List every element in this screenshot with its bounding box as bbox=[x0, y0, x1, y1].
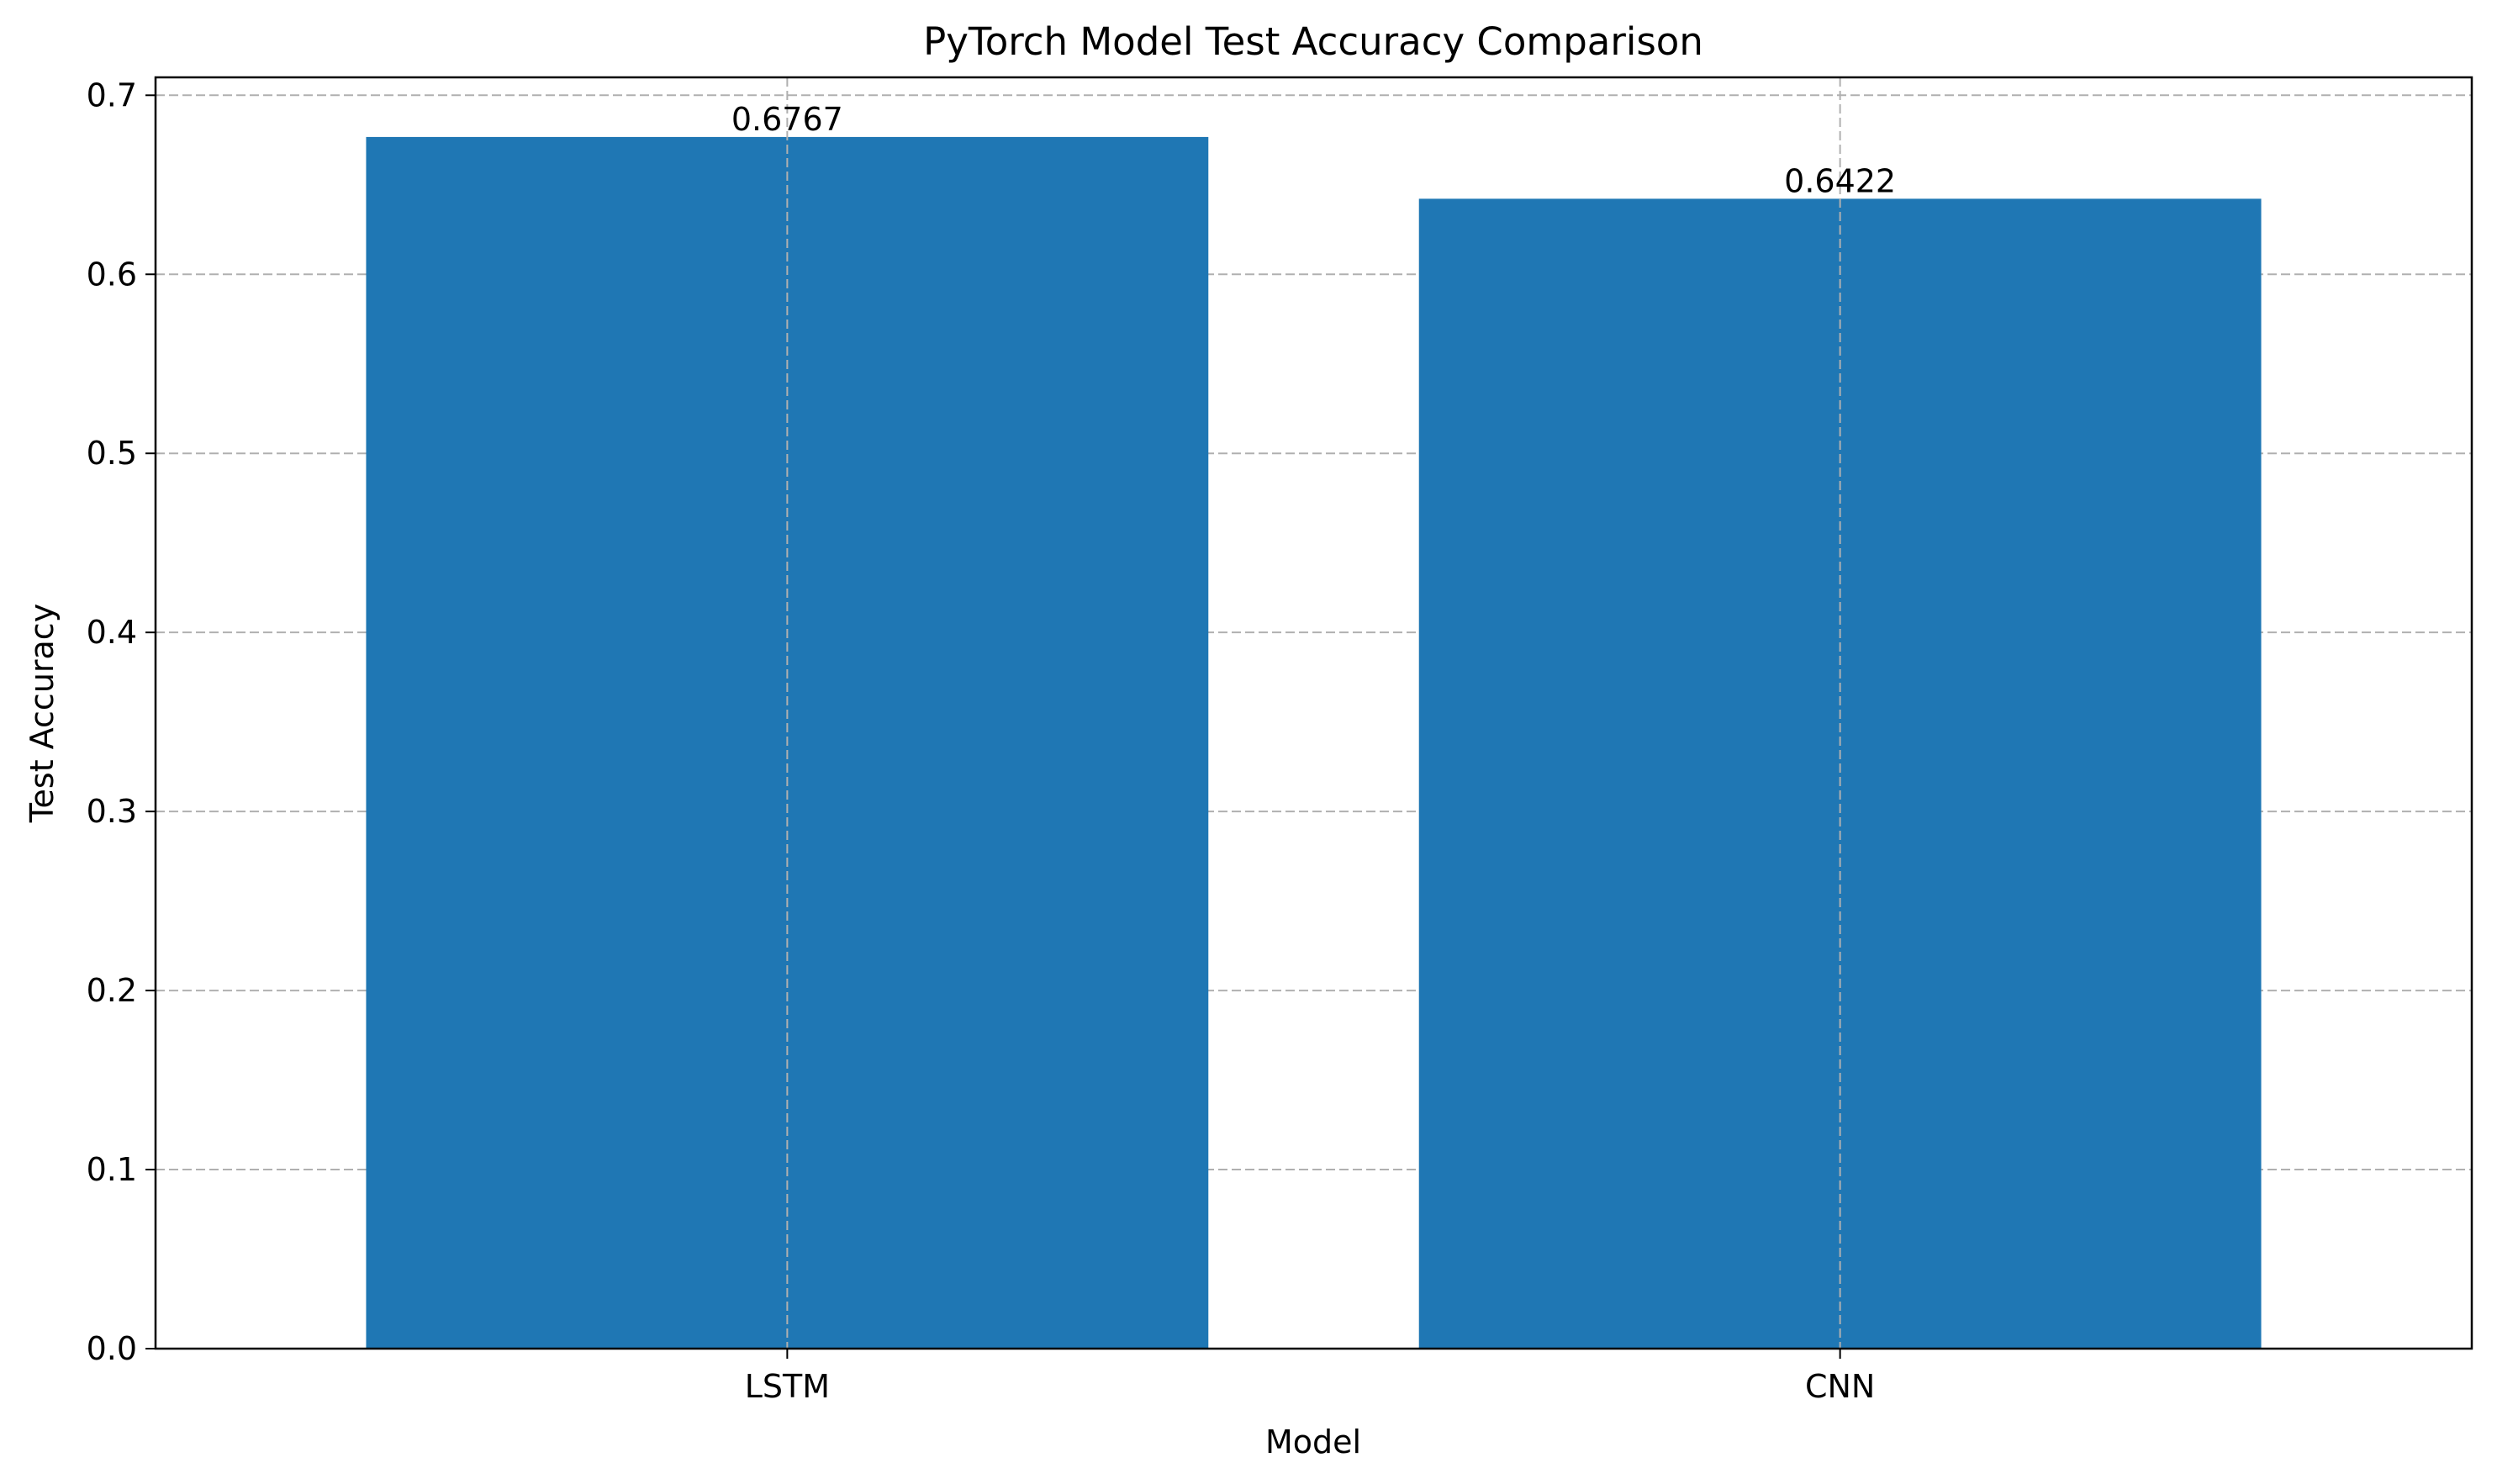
y-tick-label: 0.7 bbox=[87, 77, 137, 114]
y-tick-label: 0.4 bbox=[87, 614, 137, 651]
chart-title: PyTorch Model Test Accuracy Comparison bbox=[923, 19, 1703, 64]
x-grid bbox=[786, 77, 1841, 1349]
bar-value-label: 0.6422 bbox=[1784, 162, 1896, 199]
y-tick-label: 0.6 bbox=[87, 256, 137, 293]
y-tick-label: 0.2 bbox=[87, 972, 137, 1009]
y-tick-label: 0.5 bbox=[87, 435, 137, 472]
y-tick-label: 0.1 bbox=[87, 1151, 137, 1188]
y-axis-ticks: 0.0 0.1 0.2 0.3 0.4 0.5 0.6 0.7 bbox=[87, 77, 156, 1367]
x-axis-ticks: LSTM CNN bbox=[745, 1349, 1875, 1405]
y-tick-label: 0.3 bbox=[87, 793, 137, 830]
bar-value-label: 0.6767 bbox=[731, 101, 843, 138]
y-tick-label: 0.0 bbox=[87, 1330, 137, 1367]
bars bbox=[366, 136, 2262, 1349]
y-axis-label: Test Accuracy bbox=[24, 604, 61, 823]
axes-frame bbox=[154, 76, 2473, 1350]
value-labels: 0.6767 0.6422 bbox=[731, 101, 1896, 199]
x-tick-label: LSTM bbox=[745, 1368, 830, 1405]
x-tick-label: CNN bbox=[1805, 1368, 1875, 1405]
x-axis-label: Model bbox=[1265, 1423, 1361, 1460]
